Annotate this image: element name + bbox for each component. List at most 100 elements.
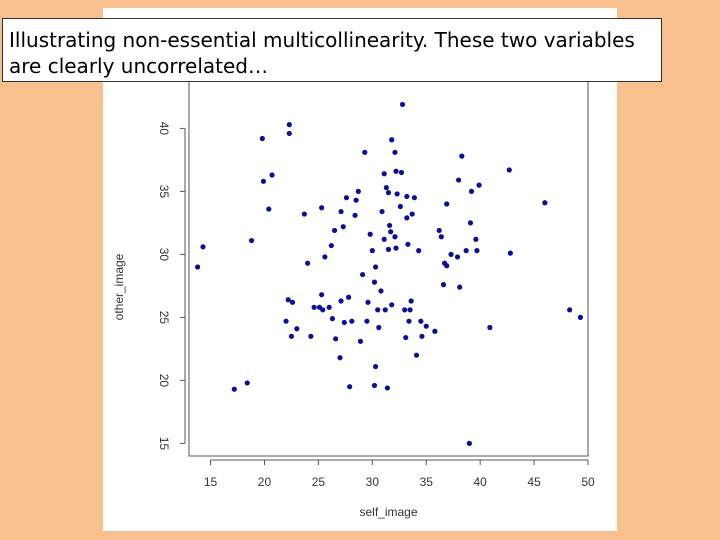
- data-point: [438, 234, 444, 240]
- data-point: [388, 229, 394, 235]
- data-point: [379, 208, 385, 215]
- data-point: [398, 169, 405, 176]
- data-point: [507, 250, 513, 256]
- data-point: [389, 137, 395, 143]
- x-tick-label: 50: [581, 475, 595, 489]
- y-tick-label: 20: [157, 374, 171, 388]
- x-tick-label: 25: [312, 475, 326, 489]
- data-point: [322, 254, 328, 260]
- data-point: [286, 130, 292, 137]
- data-point: [375, 307, 381, 313]
- data-point: [413, 352, 420, 358]
- data-point: [369, 248, 375, 254]
- data-point: [349, 318, 355, 324]
- data-point: [416, 248, 422, 254]
- data-point: [473, 236, 479, 242]
- x-tick-label: 45: [527, 475, 541, 489]
- x-tick-label: 30: [366, 475, 380, 489]
- data-point: [372, 264, 379, 270]
- data-point: [468, 188, 475, 194]
- data-point: [333, 336, 339, 342]
- data-point: [283, 318, 289, 324]
- data-point: [408, 298, 414, 304]
- x-tick-label: 15: [204, 475, 218, 489]
- data-point: [386, 222, 393, 229]
- data-point: [457, 284, 463, 290]
- data-point: [399, 101, 406, 108]
- data-point: [343, 195, 350, 201]
- data-point: [248, 237, 255, 244]
- data-point: [355, 188, 361, 194]
- data-point: [411, 195, 417, 201]
- data-point: [567, 307, 573, 313]
- data-point: [329, 316, 336, 322]
- x-axis-title: self_image: [359, 505, 417, 519]
- data-point: [487, 324, 493, 331]
- data-point: [326, 304, 332, 310]
- data-point: [319, 292, 325, 298]
- data-point: [384, 385, 391, 391]
- data-point: [360, 271, 366, 278]
- data-point: [286, 122, 292, 128]
- data-point: [397, 203, 403, 210]
- scatter-plot: 15 20 25 30 35 40 45 50 15 20 25 30 35 40 self_image ot…: [112, 77, 595, 519]
- data-point: [393, 245, 399, 251]
- data-point: [476, 182, 482, 188]
- data-point: [301, 211, 307, 217]
- data-point: [436, 227, 442, 234]
- data-point: [357, 338, 364, 344]
- data-point: [466, 440, 472, 446]
- data-point: [389, 302, 395, 308]
- data-point: [331, 227, 338, 234]
- data-point: [371, 382, 378, 389]
- data-point: [474, 248, 480, 254]
- data-point: [308, 333, 314, 339]
- data-point: [444, 201, 450, 207]
- data-point: [381, 171, 387, 177]
- data-point: [407, 307, 413, 313]
- data-point: [432, 328, 438, 334]
- y-tick-label: 30: [157, 248, 171, 262]
- axes: 15 20 25 30 35 40 45 50 15 20 25 30 35 40 self_image ot…: [112, 77, 595, 519]
- data-point: [403, 334, 409, 341]
- data-point: [337, 355, 343, 361]
- data-point: [288, 333, 295, 339]
- data-point: [353, 197, 359, 203]
- data-point: [376, 324, 382, 331]
- x-tick-label: 40: [473, 475, 487, 489]
- data-point: [542, 200, 548, 206]
- y-tick-label: 15: [157, 437, 171, 451]
- data-point: [404, 215, 410, 221]
- data-point: [402, 307, 408, 313]
- data-point: [244, 380, 250, 386]
- data-point: [260, 178, 267, 184]
- data-point: [409, 211, 415, 217]
- data-point: [231, 386, 237, 392]
- data-point: [455, 177, 462, 183]
- caption-box: Illustrating non-essential multicollinea…: [2, 18, 662, 82]
- data-point: [338, 298, 344, 304]
- data-point: [195, 264, 201, 270]
- data-point: [328, 242, 334, 249]
- data-point: [444, 263, 450, 269]
- caption-text: Illustrating non-essential multicollinea…: [9, 28, 635, 78]
- data-point: [385, 190, 392, 196]
- data-point: [404, 193, 410, 200]
- data-point: [305, 260, 311, 266]
- data-point: [383, 185, 389, 191]
- y-tick-label: 40: [157, 122, 171, 136]
- data-point: [423, 323, 429, 329]
- data-point: [382, 307, 388, 313]
- y-tick-label: 35: [157, 185, 171, 199]
- x-tick-label: 20: [258, 475, 272, 489]
- data-point: [294, 326, 300, 332]
- data-point: [347, 384, 353, 390]
- data-point: [405, 241, 411, 247]
- data-point: [200, 244, 206, 250]
- data-point: [365, 299, 371, 305]
- data-point: [259, 135, 265, 142]
- data-point: [364, 318, 370, 324]
- data-point: [463, 248, 469, 254]
- plot-frame: [188, 77, 589, 457]
- data-point: [311, 304, 317, 310]
